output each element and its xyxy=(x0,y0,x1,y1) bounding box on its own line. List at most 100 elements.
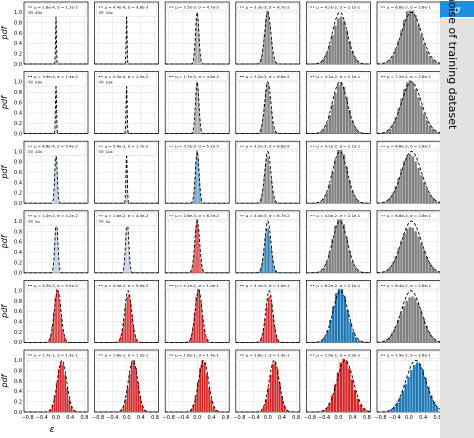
histogram-bar xyxy=(431,197,435,204)
fit-curve xyxy=(165,151,230,204)
legend-label: μ = 1.6e-2, σ = 4.4e-2 xyxy=(105,213,149,218)
x-tick-label: −0.8 xyxy=(304,415,316,421)
x-tick-label: −0.4 xyxy=(318,415,330,421)
y-tick-label: 0.2 xyxy=(14,260,22,266)
y-tick-label: 0.6 xyxy=(14,170,22,176)
sigma-header[interactable] xyxy=(440,1,474,17)
histogram-bar xyxy=(66,341,69,343)
histogram-bar xyxy=(340,287,344,343)
panel-r4-c2: μ = 4.1e-2, σ = 1.0e-1 xyxy=(164,280,230,343)
legend-label: μ = 1.0e-2, σ = 4.2e-2 xyxy=(34,213,78,218)
histogram-bar xyxy=(53,395,56,413)
legend-label: μ = 1.8e-1, σ = 1.3e-1 xyxy=(105,352,149,357)
legend-bar-swatch xyxy=(98,219,104,223)
x-tick-label: 0.8 xyxy=(363,415,371,421)
histogram-bar xyxy=(427,386,430,413)
y-tick-label: 0.4 xyxy=(14,389,22,395)
histogram-bar xyxy=(397,248,400,273)
legend-extra: 10x xyxy=(35,149,43,154)
legend-label: μ = 4.4e-2, σ = 9.9e-2 xyxy=(105,283,149,288)
y-tick-label: 0.8 xyxy=(14,90,22,96)
histogram-bar xyxy=(394,186,398,204)
histogram-bar xyxy=(129,257,130,273)
histogram-bar xyxy=(196,216,198,273)
histogram-bar xyxy=(270,302,273,343)
y-tick-label: 0.4 xyxy=(14,250,22,256)
histogram-bar xyxy=(339,362,343,413)
histogram-bar xyxy=(428,262,432,273)
histogram-bar xyxy=(394,117,398,134)
histogram-bar xyxy=(401,391,405,413)
histogram-bar xyxy=(266,156,268,204)
histogram-bar xyxy=(201,131,202,134)
histogram-bar xyxy=(127,227,128,273)
histogram-bar xyxy=(331,171,335,204)
y-tick-label: 1.0 xyxy=(14,10,22,16)
histogram-bar xyxy=(270,109,272,134)
histogram-bar xyxy=(425,188,429,204)
histogram-bar xyxy=(194,120,195,134)
histogram-bar xyxy=(411,82,415,134)
histogram-bar xyxy=(198,103,200,134)
histogram-bar xyxy=(336,84,340,134)
histogram-bar xyxy=(353,57,357,65)
legend-box xyxy=(166,212,228,220)
histogram-bar xyxy=(269,95,271,134)
histogram-bar xyxy=(137,341,140,343)
x-tick-label: −0.4 xyxy=(36,415,48,421)
histogram-bar xyxy=(269,295,271,343)
histogram-bar xyxy=(345,360,348,413)
histogram-bar xyxy=(400,168,403,204)
histogram-bar xyxy=(345,237,349,273)
legend-label: μ = 6.8e-2, σ = 2.8e-1 xyxy=(387,144,431,149)
histogram-bar xyxy=(414,15,418,65)
y-tick-label: 0.6 xyxy=(14,240,22,246)
histogram-bar xyxy=(388,336,392,343)
x-tick-label: 0.8 xyxy=(222,415,230,421)
histogram-bar xyxy=(345,30,349,65)
histogram-bar xyxy=(197,157,199,204)
histogram-bar xyxy=(319,411,323,413)
legend-box xyxy=(166,281,228,290)
histogram-bar xyxy=(348,322,352,343)
legend-extra: 40x xyxy=(35,10,43,15)
panel-r0-c5: μ = 6.8e-2, σ = 2.8e-1 xyxy=(376,1,442,65)
histogram-bar xyxy=(351,331,355,343)
histogram-bar xyxy=(396,319,400,343)
histogram-bar xyxy=(267,84,270,134)
legend-box xyxy=(166,3,228,11)
histogram-bar xyxy=(428,332,431,343)
legend-bar-swatch xyxy=(28,150,33,154)
legend-label: μ = 6.8e-2, σ = 2.8e-1 xyxy=(387,213,431,218)
histogram-bar xyxy=(322,128,326,134)
legend-box xyxy=(378,212,440,220)
y-axis-label: pdf xyxy=(0,165,9,180)
histogram-bar xyxy=(413,298,417,343)
histogram-bar xyxy=(322,267,326,273)
histogram-bar xyxy=(325,261,329,273)
histogram-bar xyxy=(126,228,128,273)
histogram-bar xyxy=(405,82,409,134)
x-tick-label: −0.8 xyxy=(374,415,386,421)
histogram-bar xyxy=(397,177,400,204)
histogram-bar xyxy=(59,302,61,343)
legend-label: μ = 6.8e-2, σ = 2.8e-1 xyxy=(387,4,431,9)
histogram-bar xyxy=(334,159,337,204)
x-tick-label: 0.0 xyxy=(264,415,272,421)
y-tick-label: 0.2 xyxy=(14,191,22,197)
x-tick-label: 0.0 xyxy=(405,415,413,421)
x-tick-label: 0.8 xyxy=(292,415,300,421)
legend-box xyxy=(166,142,228,150)
histogram-bar xyxy=(351,120,354,134)
histogram-bar xyxy=(331,34,335,65)
histogram-bar xyxy=(357,340,361,343)
legend-label: μ = 5.8e-3, σ = 1.7e-2 xyxy=(105,144,149,149)
histogram-bar xyxy=(66,387,69,413)
legend-label: μ = 8.6e-4, σ = 3.4e-2 xyxy=(34,144,78,149)
histogram-bar xyxy=(428,193,432,204)
histogram-bar xyxy=(128,246,130,273)
y-tick-label: 0.0 xyxy=(14,131,22,137)
x-tick-label: −0.8 xyxy=(21,415,33,421)
